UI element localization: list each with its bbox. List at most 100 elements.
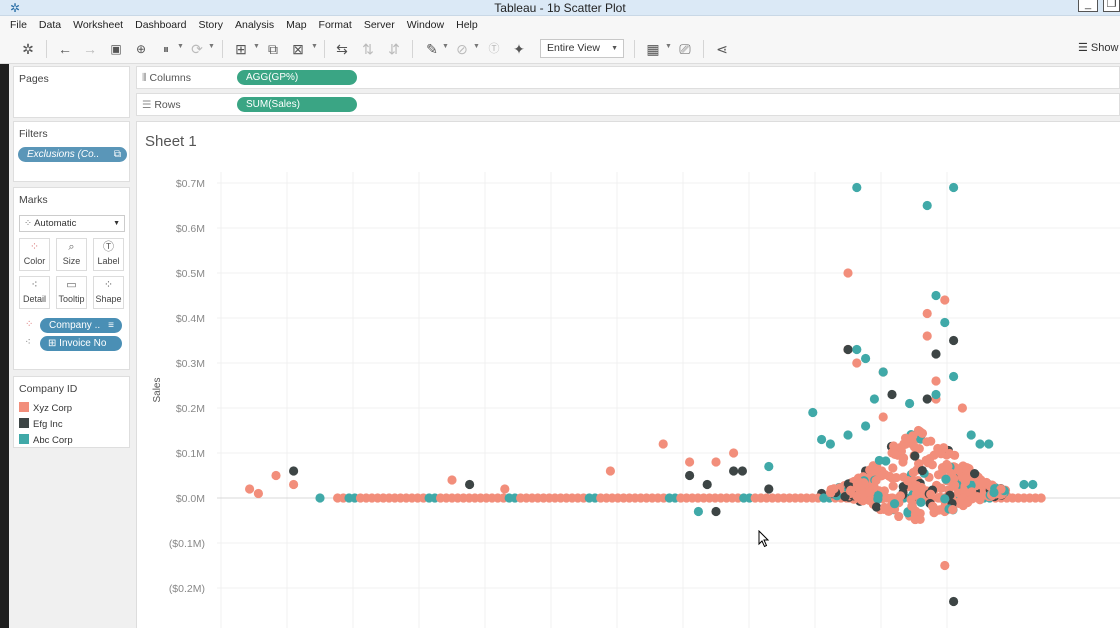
marks-label-button[interactable]: Ⓣ Label (93, 238, 124, 271)
data-point[interactable] (962, 465, 972, 475)
minimize-icon[interactable]: _ (1078, 0, 1098, 12)
data-point[interactable] (289, 479, 299, 490)
data-point[interactable] (825, 439, 836, 449)
data-point[interactable] (989, 487, 999, 498)
menu-worksheet[interactable]: Worksheet (73, 19, 124, 31)
data-point[interactable] (949, 371, 959, 382)
data-point[interactable] (948, 481, 958, 491)
new-worksheet-icon[interactable]: ⊞ (235, 41, 247, 57)
data-point[interactable] (908, 467, 918, 478)
menu-window[interactable]: Window (406, 19, 445, 31)
data-point[interactable] (931, 389, 941, 400)
chevron-down-icon[interactable]: ▼ (253, 43, 260, 50)
legend-item[interactable]: Abc Corp (19, 434, 73, 448)
data-point[interactable] (871, 502, 882, 512)
chevron-down-icon[interactable]: ▼ (442, 43, 449, 50)
data-point[interactable] (889, 499, 900, 509)
data-point[interactable] (878, 367, 888, 377)
menu-format[interactable]: Format (318, 19, 352, 31)
data-point[interactable] (887, 389, 897, 400)
marks-shape-button[interactable]: ⁘ Shape (93, 276, 124, 309)
data-point[interactable] (967, 494, 977, 504)
mark-type-select[interactable]: ⁘ Automatic ▼ (19, 215, 125, 232)
marks-color-pill[interactable]: Company .. ≡ (40, 318, 122, 333)
data-point[interactable] (685, 457, 695, 467)
menu-analysis[interactable]: Analysis (235, 19, 275, 31)
data-point[interactable] (865, 487, 875, 497)
data-point[interactable] (966, 430, 976, 440)
chevron-down-icon[interactable]: ▼ (311, 43, 318, 50)
data-point[interactable] (926, 489, 936, 499)
data-point[interactable] (693, 506, 704, 517)
data-point[interactable] (940, 494, 950, 504)
data-point[interactable] (910, 514, 920, 525)
share-icon[interactable]: ⋖ (716, 41, 728, 57)
data-point[interactable] (922, 437, 932, 447)
data-point[interactable] (933, 505, 944, 515)
data-point[interactable] (852, 182, 862, 193)
group-members-icon[interactable]: ⊘ (456, 41, 468, 57)
restore-icon[interactable]: ❐ (1103, 0, 1120, 12)
data-point[interactable] (975, 439, 985, 449)
duplicate-sheet-icon[interactable]: ⧉ (268, 41, 278, 57)
chevron-down-icon[interactable]: ▼ (177, 43, 184, 50)
data-point[interactable] (685, 470, 695, 481)
data-point[interactable] (271, 470, 281, 481)
data-point[interactable] (711, 506, 721, 517)
worksheet-view[interactable]: $0.7M $0.6M $0.5M $0.4M $0.3M $0.2M $0.1M $0.0M… (136, 121, 1120, 628)
data-point[interactable] (852, 480, 862, 490)
data-point[interactable] (852, 491, 862, 501)
pin-axes-icon[interactable]: ✦ (513, 41, 525, 57)
data-point[interactable] (702, 479, 712, 490)
data-point[interactable] (910, 451, 920, 461)
show-labels-icon[interactable]: Ⓣ (488, 43, 500, 55)
data-point[interactable] (977, 478, 987, 488)
data-point[interactable] (894, 511, 904, 522)
data-point[interactable] (931, 349, 941, 359)
tableau-home-icon[interactable]: ✲ (22, 41, 34, 57)
data-point[interactable] (895, 491, 906, 501)
data-point[interactable] (843, 268, 853, 278)
data-point[interactable] (869, 394, 880, 404)
data-point[interactable] (245, 484, 255, 494)
data-point[interactable] (879, 486, 890, 496)
scatter-chart[interactable]: $0.7M $0.6M $0.5M $0.4M $0.3M $0.2M $0.1M $0.0M… (137, 122, 1120, 628)
legend-item[interactable]: Xyz Corp (19, 402, 72, 416)
data-point[interactable] (843, 344, 853, 355)
show-cards-icon[interactable]: ▦ (646, 41, 660, 57)
data-point[interactable] (737, 466, 748, 476)
data-point[interactable] (764, 461, 774, 472)
data-point[interactable] (658, 439, 668, 449)
menu-data[interactable]: Data (38, 19, 62, 31)
data-point[interactable] (948, 505, 958, 515)
data-point[interactable] (940, 317, 950, 328)
data-point[interactable] (949, 182, 959, 193)
redo-icon[interactable]: → (83, 41, 97, 57)
swap-axes-icon[interactable]: ⇆ (336, 41, 348, 57)
data-point[interactable] (1019, 479, 1029, 490)
menu-help[interactable]: Help (456, 19, 478, 31)
data-point[interactable] (922, 308, 932, 319)
data-point[interactable] (465, 479, 475, 490)
data-point[interactable] (931, 290, 941, 301)
data-point[interactable] (940, 560, 950, 571)
data-point[interactable] (888, 481, 898, 491)
data-point[interactable] (289, 466, 299, 476)
presentation-mode-icon[interactable]: ⎚ (679, 41, 691, 57)
data-point[interactable] (941, 474, 951, 484)
data-point[interactable] (874, 455, 884, 466)
data-point[interactable] (729, 466, 739, 476)
data-point[interactable] (711, 457, 721, 467)
data-point[interactable] (764, 484, 774, 494)
data-point[interactable] (921, 455, 931, 465)
data-point[interactable] (916, 497, 926, 507)
data-point[interactable] (878, 412, 888, 422)
pages-panel[interactable]: Pages (13, 66, 130, 118)
menu-server[interactable]: Server (363, 19, 395, 31)
data-point[interactable] (911, 506, 921, 516)
data-point[interactable] (946, 468, 956, 479)
data-point[interactable] (899, 453, 909, 463)
data-point[interactable] (922, 394, 932, 404)
data-point[interactable] (996, 484, 1006, 494)
data-point[interactable] (931, 376, 941, 386)
